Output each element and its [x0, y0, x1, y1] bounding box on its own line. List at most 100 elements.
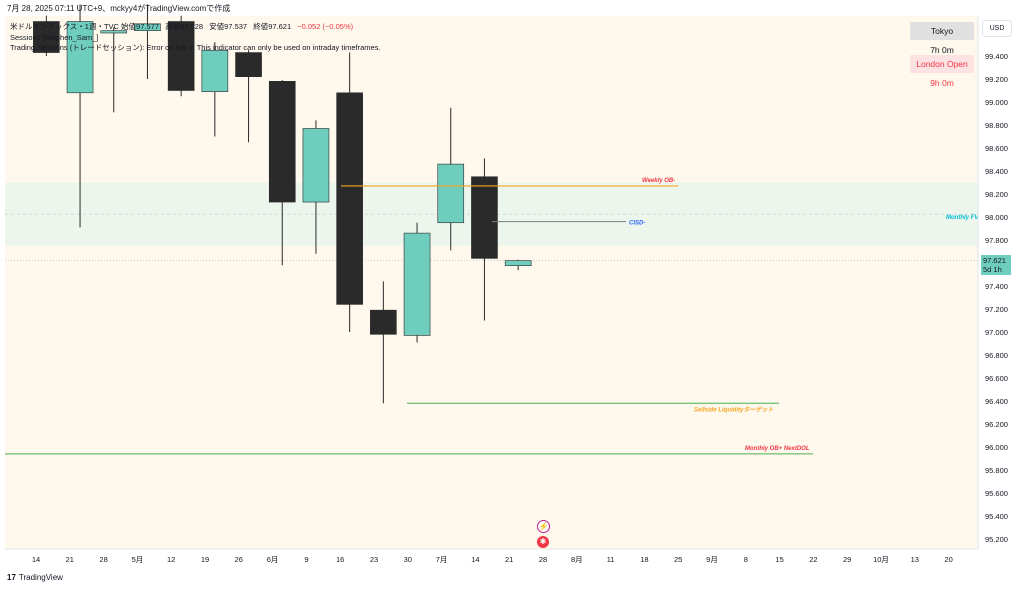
candle-body — [33, 21, 60, 53]
y-tick-label: 99.200 — [985, 75, 1008, 84]
y-tick-label: 97.200 — [985, 305, 1008, 314]
x-tick-label: 25 — [674, 555, 682, 564]
y-tick-label: 99.400 — [985, 52, 1008, 61]
x-tick-label: 13 — [911, 555, 919, 564]
legend-high: 97.628 — [180, 22, 204, 31]
x-tick-label: 20 — [944, 555, 952, 564]
candle-body — [504, 260, 532, 266]
current-price-value: 97.621 — [983, 256, 1006, 265]
legend-symbol: 米ドルインデックス・1週・TVC — [10, 22, 119, 31]
x-tick-label: 28 — [539, 555, 547, 564]
tradingview-logo[interactable]: 17 TradingView — [7, 573, 63, 582]
legend-high-label: 高値 — [165, 22, 181, 31]
legend-close-label: 終値 — [253, 22, 269, 31]
us-flag-event-icon[interactable]: ✱ — [537, 536, 549, 548]
candle-body — [336, 92, 363, 305]
candle-body — [235, 52, 262, 77]
legend-indicator-sessions[interactable]: Sessions [Stephen_Sam_] — [10, 32, 99, 42]
y-tick-label: 97.800 — [985, 236, 1008, 245]
candles-group — [33, 4, 532, 404]
x-tick-label: 9月 — [706, 555, 718, 564]
tradingview-logo-text: TradingView — [18, 573, 63, 582]
legend-low: 97.537 — [224, 22, 248, 31]
x-tick-label: 22 — [809, 555, 817, 564]
x-tick-label: 16 — [336, 555, 344, 564]
candle-body — [268, 81, 296, 203]
tradingview-logo-mark: 17 — [7, 573, 16, 582]
x-tick-label: 18 — [640, 555, 648, 564]
legend-close: 97.621 — [268, 22, 292, 31]
y-tick-label: 96.000 — [985, 443, 1008, 452]
legend-change: −0.052 (−0.05%) — [297, 22, 354, 31]
y-tick-label: 97.400 — [985, 282, 1008, 291]
y-tick-label: 96.600 — [985, 374, 1008, 383]
y-tick-label: 99.000 — [985, 98, 1008, 107]
legend-open-label: 始値 — [121, 22, 137, 31]
x-tick-label: 14 — [471, 555, 479, 564]
annotation-label: Weekly OB- — [642, 178, 675, 184]
candle-body — [66, 21, 94, 94]
x-tick-label: 12 — [167, 555, 175, 564]
candle-body — [302, 128, 330, 203]
candle-body — [437, 163, 465, 224]
x-axis-ticks: 14 21 28 5月 12 19 26 6月 9 16 23 30 7月 14 21 28 8月 11 18 25 9… — [32, 555, 953, 564]
current-price-tag: 97.621 5d 1h — [981, 255, 1011, 275]
x-tick-label: 7月 — [436, 555, 448, 564]
y-tick-label: 95.200 — [985, 535, 1008, 544]
plot-background — [5, 16, 978, 549]
y-tick-label: 98.000 — [985, 213, 1008, 222]
chart-caption: 7月 28, 2025 07:11 UTC+9、mckyy4がTradingVi… — [7, 4, 231, 13]
y-tick-label: 95.800 — [985, 466, 1008, 475]
candle-body — [471, 176, 498, 259]
x-tick-label: 9 — [304, 555, 308, 564]
y-tick-label: 96.800 — [985, 351, 1008, 360]
x-tick-label: 30 — [404, 555, 412, 564]
x-tick-label: 6月 — [267, 555, 279, 564]
session-tokyo-label: Tokyo — [910, 22, 974, 40]
y-axis-ticks: 99.400 99.200 99.000 98.800 98.600 98.400 98.2… — [985, 52, 1008, 544]
x-tick-label: 14 — [32, 555, 40, 564]
annotation-lines-group: Weekly OB- CISD- Monthly FV Sellside Liquid… — [5, 178, 979, 455]
x-tick-label: 11 — [607, 555, 615, 564]
x-tick-label: 10月 — [873, 555, 889, 564]
x-tick-label: 19 — [201, 555, 209, 564]
legend-indicator-trading-sessions[interactable]: Trading Sessions (トレードセッション): Error on b… — [10, 43, 381, 52]
x-tick-label: 26 — [235, 555, 243, 564]
x-tick-label: 8月 — [571, 555, 583, 564]
y-tick-label: 96.400 — [985, 397, 1008, 406]
currency-button[interactable]: USD — [982, 20, 1012, 37]
y-tick-label: 98.400 — [985, 167, 1008, 176]
candle-body — [100, 30, 128, 34]
candle-body — [134, 23, 161, 31]
annotation-label: Monthly FV — [946, 215, 979, 221]
x-tick-label: 23 — [370, 555, 378, 564]
y-tick-label: 98.200 — [985, 190, 1008, 199]
y-tick-label: 95.400 — [985, 512, 1008, 521]
session-london-time: 9h 0m — [930, 78, 954, 88]
y-tick-label: 98.600 — [985, 144, 1008, 153]
candle-body — [370, 309, 397, 335]
x-tick-label: 28 — [99, 555, 107, 564]
x-tick-label: 8 — [744, 555, 748, 564]
x-tick-label: 21 — [66, 555, 74, 564]
candle-body — [403, 232, 431, 336]
x-tick-label: 29 — [843, 555, 851, 564]
annotation-label: Sellside Liquidityターゲット — [694, 405, 773, 413]
candle-body — [201, 49, 229, 92]
sessions-panel: Tokyo 7h 0m London Open 9h 0m — [908, 22, 976, 88]
session-london-label: London Open — [910, 55, 974, 73]
legend-ohlc-row: 米ドルインデックス・1週・TVC 始値97.577 高値97.628 安値97.… — [10, 22, 381, 33]
bar-countdown: 5d 1h — [983, 265, 1002, 274]
candle-body — [167, 21, 195, 91]
y-tick-label: 97.000 — [985, 328, 1008, 337]
legend-low-label: 安値 — [209, 22, 225, 31]
x-tick-label: 15 — [775, 555, 783, 564]
annotation-label: CISD- — [629, 221, 645, 227]
y-tick-label: 95.600 — [985, 489, 1008, 498]
lightning-event-icon[interactable]: ⚡ — [537, 520, 550, 533]
annotation-label: Monthly OB+ NextDOL — [745, 446, 810, 452]
legend-open: 97.577 — [136, 22, 159, 31]
chart-legend: 米ドルインデックス・1週・TVC 始値97.577 高値97.628 安値97.… — [10, 22, 381, 54]
x-tick-label: 21 — [505, 555, 513, 564]
